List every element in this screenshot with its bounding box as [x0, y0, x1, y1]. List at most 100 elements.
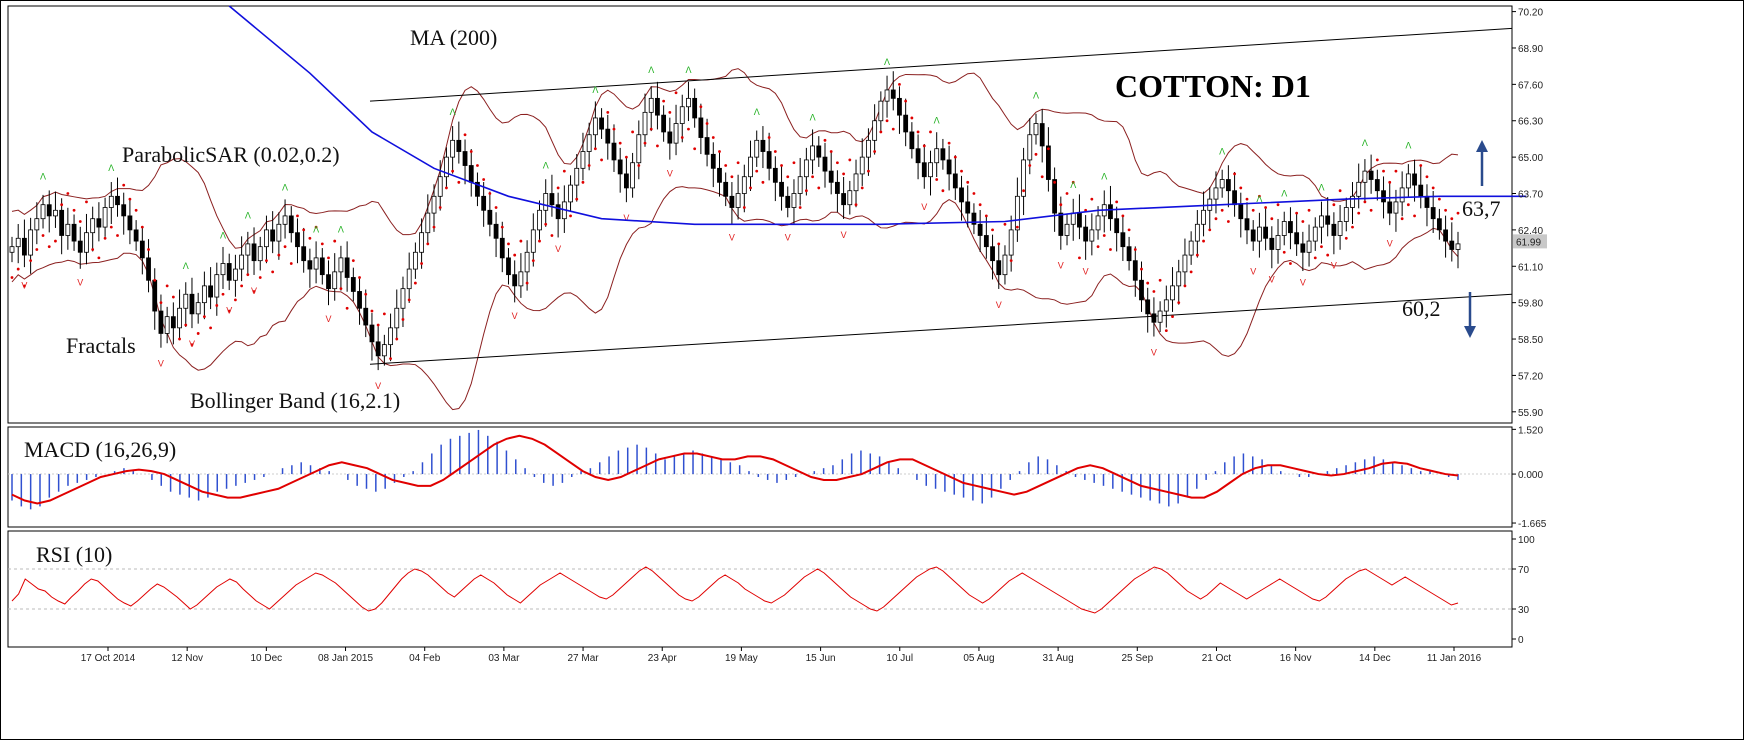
candle-body	[115, 195, 120, 206]
candle-body	[897, 97, 902, 116]
candle-body	[754, 139, 760, 158]
psar-dot	[885, 119, 889, 123]
psar-dot	[258, 276, 262, 279]
rsi-tick-label: 70	[1518, 565, 1530, 576]
psar-dot	[178, 337, 181, 341]
psar-dot	[562, 169, 566, 173]
price-tick-label: 58.50	[1518, 335, 1543, 346]
psar-dot	[1127, 228, 1131, 232]
psar-dot	[910, 116, 914, 120]
candle-body	[77, 240, 83, 253]
psar-dot	[1121, 214, 1125, 218]
annotations: COTTON: D1 MA (200) ParabolicSAR (0.02,0.2…	[24, 25, 1501, 567]
macd-panel	[8, 429, 1512, 510]
candle-body	[332, 271, 338, 290]
candle-body	[1306, 240, 1312, 253]
psar-dot	[1214, 217, 1218, 221]
date-tick-label: 14 Dec	[1359, 653, 1391, 664]
candle-body	[319, 257, 325, 276]
candle-body	[605, 128, 611, 144]
psar-dot	[1369, 208, 1373, 212]
psar-dot	[972, 192, 976, 195]
date-tick-label: 15 Jun	[806, 653, 836, 664]
psar-dot	[1431, 186, 1435, 190]
fractal-down: V	[729, 233, 735, 243]
psar-dot	[221, 292, 225, 296]
psar-dot	[1450, 217, 1454, 221]
candle-body	[890, 89, 896, 99]
fractal-up: Λ	[685, 65, 691, 75]
psar-dot	[1053, 180, 1057, 184]
date-tick-label: 27 Mar	[567, 653, 599, 664]
candle-body	[245, 243, 251, 256]
psar-dot	[488, 192, 492, 195]
price-panel-frame	[7, 5, 1513, 424]
date-tick-label: 17 Oct 2014	[81, 653, 136, 664]
candle-body	[909, 131, 915, 150]
macd-panel-frame	[7, 426, 1513, 528]
psar-dot	[370, 309, 374, 313]
candle-body	[344, 257, 350, 278]
psar-dot	[16, 267, 20, 271]
psar-dot	[879, 130, 883, 134]
candle-body	[1455, 243, 1461, 250]
psar-dot	[41, 234, 45, 237]
candle-body	[797, 176, 803, 194]
candle-body	[406, 268, 412, 290]
candle-body	[1430, 207, 1436, 220]
candle-body	[965, 201, 971, 214]
psar-dot	[1109, 248, 1112, 251]
candle-body	[1182, 254, 1188, 273]
fractal-down: V	[1250, 266, 1256, 276]
psar-dot	[1425, 175, 1429, 179]
candle-body	[766, 151, 772, 169]
fractal-down: V	[921, 202, 927, 212]
candle-body	[1077, 212, 1082, 228]
candle-body	[841, 193, 847, 206]
price-tick-label: 65.00	[1518, 153, 1543, 164]
psar-dot	[1320, 245, 1323, 249]
candle-body	[1126, 246, 1132, 262]
psar-dot	[842, 172, 846, 176]
candle-body	[239, 254, 245, 270]
candle-body	[803, 159, 809, 178]
psar-dot	[171, 295, 175, 299]
psar-dot	[426, 242, 430, 246]
psar-dot	[1028, 164, 1032, 167]
candle-body	[543, 193, 549, 211]
ma-annotation: MA (200)	[410, 25, 497, 50]
candle-body	[617, 159, 623, 175]
psar-dot	[742, 206, 746, 209]
candle-body	[257, 246, 263, 262]
candle-body	[1188, 240, 1194, 256]
candle-body	[214, 274, 220, 298]
psar-dot	[835, 161, 839, 165]
macd-signal-line	[11, 434, 1459, 505]
fractal-down: V	[1058, 261, 1064, 271]
price-tick-label: 59.80	[1518, 299, 1543, 310]
candle-body	[53, 209, 58, 217]
rsi-tick-label: 0	[1518, 635, 1524, 646]
psar-dot	[947, 141, 951, 145]
psar-dot	[637, 164, 641, 167]
candle-body	[313, 257, 319, 270]
bollinger-bands	[11, 68, 1459, 411]
psar-dot	[327, 256, 330, 260]
psar-dot	[1326, 253, 1330, 257]
candle-body	[1331, 223, 1337, 236]
psar-dot	[860, 186, 864, 190]
psar-dot	[711, 136, 715, 139]
psar-dot	[1034, 152, 1038, 156]
psar-dot	[47, 245, 51, 249]
psar-dot	[72, 208, 76, 212]
candle-body	[84, 232, 89, 253]
psar-dot	[1375, 158, 1379, 162]
psar-dot	[1313, 256, 1317, 260]
last-price-box	[1513, 234, 1547, 249]
psar-dot	[755, 169, 759, 173]
psar-dot	[581, 180, 585, 184]
psar-dot	[935, 178, 939, 181]
candle-body	[518, 271, 524, 287]
psar-dot	[302, 228, 306, 232]
candle-body	[710, 153, 716, 169]
